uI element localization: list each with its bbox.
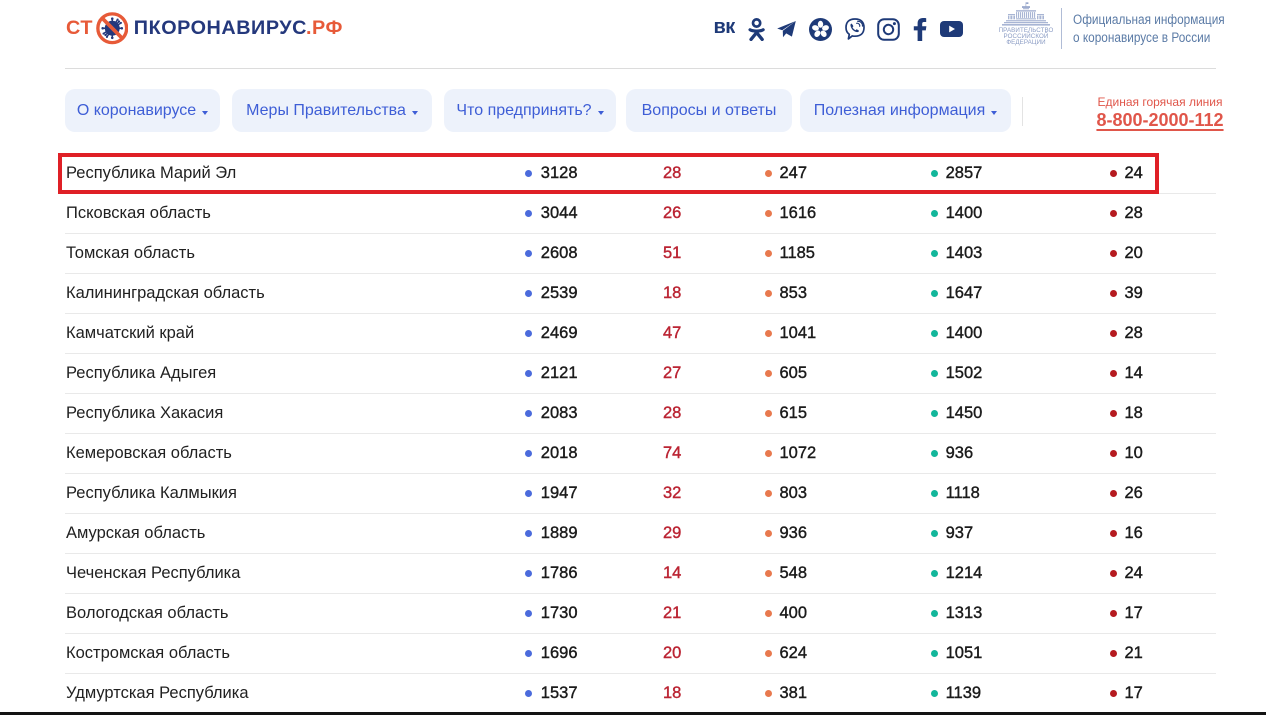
svg-text:вк: вк <box>714 22 735 34</box>
